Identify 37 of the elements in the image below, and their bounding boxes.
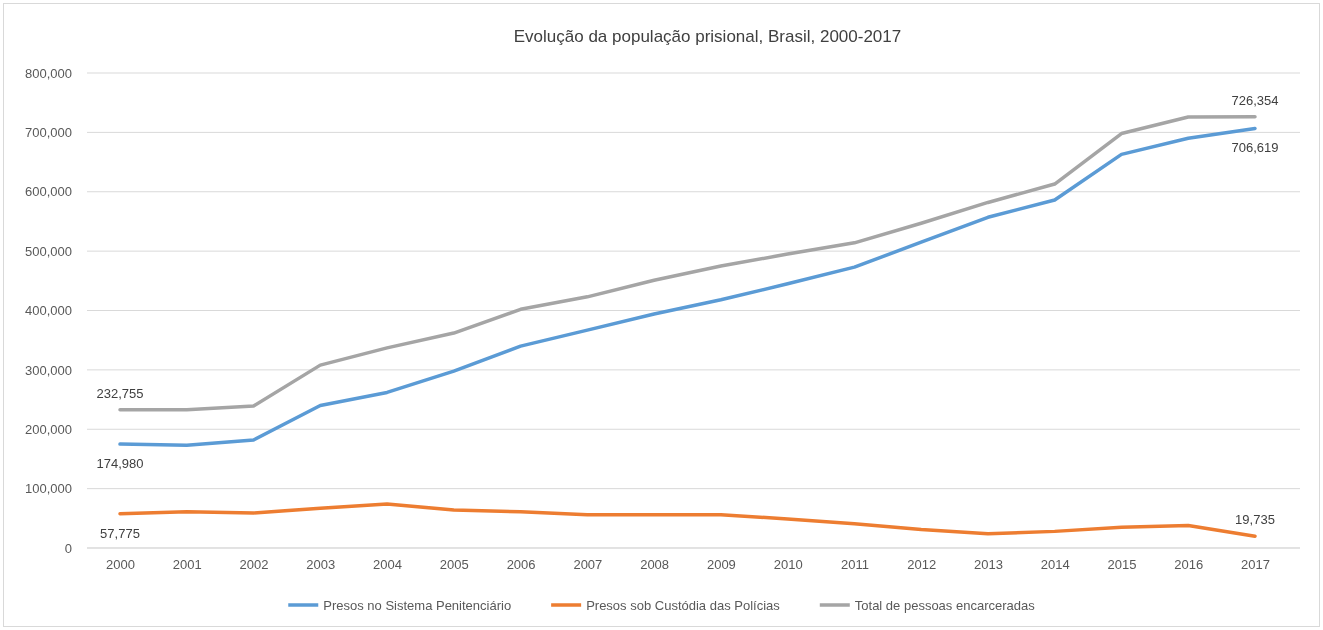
data-label: 706,619: [1231, 140, 1279, 156]
data-label: 19,735: [1235, 512, 1275, 528]
y-tick-label: 200,000: [25, 421, 72, 437]
y-tick-label: 500,000: [25, 243, 72, 259]
x-tick-label: 2005: [439, 557, 469, 573]
x-tick-label: 2010: [773, 557, 803, 573]
y-tick-label: 700,000: [25, 125, 72, 141]
y-tick-label: 400,000: [25, 303, 72, 319]
x-tick-label: 2017: [1241, 557, 1270, 573]
data-label: 174,980: [96, 456, 144, 472]
x-tick-label: 2004: [373, 557, 403, 573]
data-label: 726,354: [1231, 92, 1279, 108]
data-label: 232,755: [96, 385, 144, 401]
x-tick-label: 2003: [306, 557, 336, 573]
y-tick-label: 100,000: [25, 481, 72, 497]
x-tick-label: 2009: [706, 557, 736, 573]
x-tick-label: 2016: [1174, 557, 1204, 573]
x-tick-label: 2006: [506, 557, 536, 573]
x-tick-label: 2013: [973, 557, 1003, 573]
x-tick-label: 2012: [907, 557, 937, 573]
x-tick-label: 2001: [172, 557, 202, 573]
x-tick-label: 2000: [106, 557, 135, 573]
x-tick-label: 2014: [1040, 557, 1070, 573]
x-tick-label: 2015: [1107, 557, 1137, 573]
y-tick-label: 800,000: [25, 65, 72, 81]
x-tick-label: 2007: [573, 557, 603, 573]
chart-title: Evolução da população prisional, Brasil, 2000-2017: [513, 27, 902, 46]
legend-label: Presos no Sistema Penitenciário: [323, 597, 512, 613]
y-tick-label: 0: [64, 540, 72, 556]
x-tick-label: 2002: [239, 557, 269, 573]
legend-label: Total de pessoas encarceradas: [854, 597, 1036, 613]
x-tick-label: 2008: [640, 557, 670, 573]
y-tick-label: 300,000: [25, 362, 72, 378]
y-tick-label: 600,000: [25, 184, 72, 200]
data-label: 57,775: [100, 525, 140, 541]
legend-label: Presos sob Custódia das Polícias: [586, 597, 781, 613]
x-tick-label: 2011: [840, 557, 869, 573]
